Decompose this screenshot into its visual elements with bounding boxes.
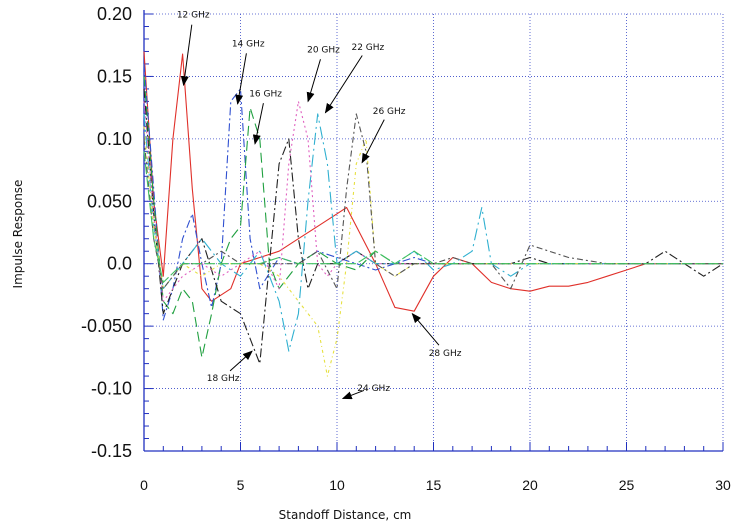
annotation-arrow — [235, 53, 247, 105]
series-line — [143, 76, 723, 358]
y-tick-label: -0.15 — [91, 441, 132, 461]
annotation-arrow — [411, 312, 440, 346]
tick-labels: -0.15 -0.10 -0.050 0.0 0.050 0.10 0.15 0.20 0 5 10… — [81, 4, 731, 493]
y-tick-label: 0.10 — [97, 129, 132, 149]
annotation-arrow — [361, 119, 385, 164]
x-tick-label: 5 — [237, 477, 245, 493]
annotation-label: 20 GHz — [307, 46, 340, 56]
annotation-arrow — [229, 350, 253, 372]
x-tick-label: 0 — [140, 477, 148, 493]
annotation-label: 26 GHz — [373, 107, 406, 117]
x-tick-label: 30 — [715, 477, 731, 493]
x-tick-label: 10 — [329, 477, 345, 493]
annotation-label: 22 GHz — [351, 43, 384, 53]
x-axis-label: Standoff Distance, cm — [279, 508, 412, 522]
y-tick-label: -0.050 — [81, 316, 132, 336]
series-line — [143, 151, 723, 283]
annotation-arrow — [252, 103, 264, 145]
y-tick-label: 0.050 — [87, 191, 132, 211]
annotation-label: 14 GHz — [232, 39, 265, 49]
annotation-label: 24 GHz — [357, 384, 390, 394]
annotation-arrow — [306, 59, 321, 103]
annotation-arrow — [341, 389, 365, 400]
annotation-label: 28 GHz — [429, 349, 462, 359]
annotation-arrow — [324, 55, 363, 114]
series-group — [143, 51, 724, 377]
x-tick-label: 25 — [619, 477, 635, 493]
y-tick-label: 0.15 — [97, 66, 132, 86]
series-line — [143, 88, 724, 365]
annotation-label: 18 GHz — [207, 374, 240, 384]
y-tick-label: 0.20 — [97, 4, 132, 24]
series-line — [143, 126, 723, 377]
annotation-label: 12 GHz — [177, 11, 210, 21]
annotation-label: 16 GHz — [249, 89, 282, 99]
grid — [144, 13, 724, 451]
annotation-arrow — [180, 24, 193, 87]
y-tick-label: 0.0 — [107, 254, 132, 274]
x-tick-label: 20 — [522, 477, 538, 493]
series-line — [143, 113, 723, 352]
y-axis-label: Impulse Response — [11, 180, 25, 289]
x-tick-label: 15 — [426, 477, 442, 493]
annotations: 12 GHz 14 GHz 16 GHz 20 GHz 22 GHz 26 GHz 28 G… — [177, 11, 462, 400]
y-tick-label: -0.10 — [91, 379, 132, 399]
